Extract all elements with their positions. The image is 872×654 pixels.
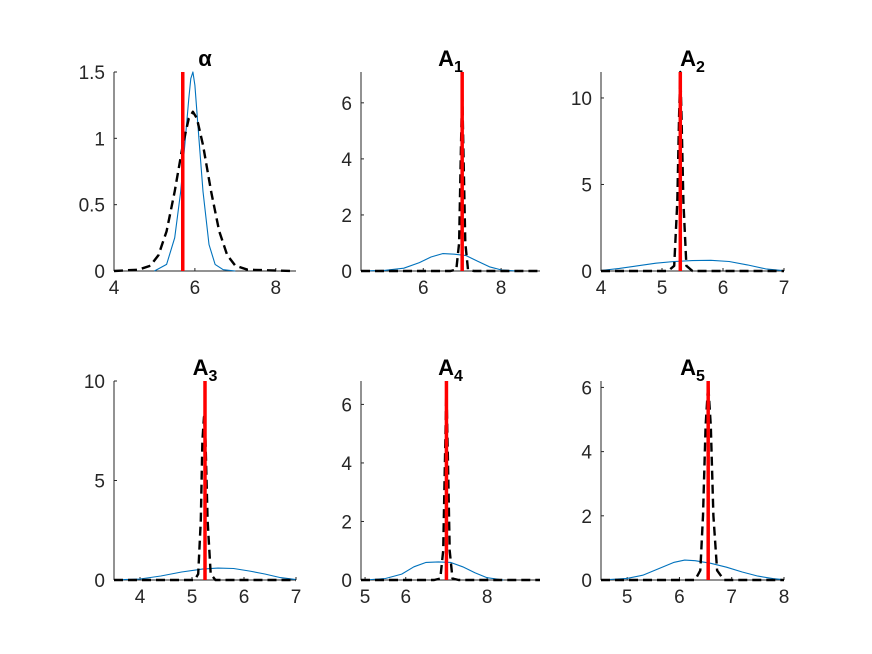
panel-3-x-tick-label: 6 bbox=[718, 278, 729, 299]
panel-5-x-tick-label: 6 bbox=[400, 587, 411, 608]
panel-5-y-tick-label: 6 bbox=[341, 395, 352, 416]
panel-5-y-tick-label: 4 bbox=[341, 454, 352, 475]
panel-4-title: A3 bbox=[193, 355, 218, 385]
panel-6-y-tick-label: 6 bbox=[581, 378, 592, 399]
panel-6-y-tick-label: 0 bbox=[581, 571, 592, 592]
panel-5-title: A4 bbox=[438, 355, 463, 385]
panel-6-y-tick-label: 4 bbox=[581, 443, 592, 464]
panel-4-x-tick-label: 4 bbox=[135, 587, 146, 608]
panel-6: 5 6 7 8 0 2 4 6 A5 bbox=[581, 355, 789, 608]
panel-1-y-tick-label: 0 bbox=[94, 262, 105, 283]
panel-5-x-tick-label: 5 bbox=[360, 587, 371, 608]
panel-3-x-tick-label: 4 bbox=[596, 278, 607, 299]
panel-5-y-tick-label: 0 bbox=[341, 571, 352, 592]
panel-1-y-tick-label: 1 bbox=[94, 129, 105, 150]
panel-3-y-tick-label: 0 bbox=[581, 262, 592, 283]
panel-3-solid-density-line bbox=[600, 259, 785, 272]
panel-5-x-tick-label: 8 bbox=[482, 587, 493, 608]
panel-6-title-subscript: 5 bbox=[696, 368, 705, 385]
panel-3-title: A2 bbox=[680, 46, 705, 76]
panel-5-solid-density-line bbox=[365, 561, 504, 581]
panel-5-dashed-density-line bbox=[361, 385, 540, 582]
panel-6-solid-density-line bbox=[600, 559, 785, 581]
panel-6-x-tick-label: 7 bbox=[726, 587, 737, 608]
panel-4-y-tick-label: 5 bbox=[94, 472, 105, 493]
panel-4-x-tick-label: 7 bbox=[291, 587, 302, 608]
panel-2-solid-density-line bbox=[360, 253, 517, 272]
panel-6-y-tick-label: 2 bbox=[581, 507, 592, 528]
panel-1-title: α bbox=[198, 46, 212, 71]
panel-6-title: A5 bbox=[680, 355, 705, 385]
panel-2: 6 8 0 2 4 6 A1 bbox=[341, 46, 540, 299]
panel-2-title-subscript: 1 bbox=[454, 59, 463, 76]
panel-2-dashed-density-line bbox=[361, 87, 540, 273]
panel-6-x-tick-label: 6 bbox=[674, 587, 685, 608]
panel-4-title-subscript: 3 bbox=[208, 368, 217, 385]
panel-4-y-tick-label: 10 bbox=[84, 372, 105, 393]
panel-1-x-tick-label: 6 bbox=[190, 278, 201, 299]
panel-1-y-tick-label: 0.5 bbox=[79, 196, 105, 217]
panel-3-x-tick-label: 5 bbox=[657, 278, 668, 299]
panel-3: 4 5 6 7 0 5 10 A2 bbox=[571, 46, 789, 299]
panel-1: 4 6 8 0 0.5 1 1.5 α bbox=[79, 46, 296, 299]
panel-6-x-tick-label: 8 bbox=[779, 587, 790, 608]
panel-2-y-tick-label: 6 bbox=[341, 94, 352, 115]
panel-2-x-tick-label: 8 bbox=[496, 278, 507, 299]
panel-3-y-tick-label: 10 bbox=[571, 89, 592, 110]
panel-5: 5 6 8 0 2 4 6 A4 bbox=[341, 355, 540, 608]
panel-3-title-subscript: 2 bbox=[696, 59, 705, 76]
panel-3-y-tick-label: 5 bbox=[581, 175, 592, 196]
panel-2-y-tick-label: 4 bbox=[341, 150, 352, 171]
panel-2-x-tick-label: 6 bbox=[418, 278, 429, 299]
panel-2-y-tick-label: 2 bbox=[341, 206, 352, 227]
panel-3-x-tick-label: 7 bbox=[779, 278, 790, 299]
panel-4-y-tick-label: 0 bbox=[94, 571, 105, 592]
panel-2-title: A1 bbox=[438, 46, 463, 76]
panel-1-x-tick-label: 4 bbox=[109, 278, 120, 299]
panel-1-y-tick-label: 1.5 bbox=[79, 63, 105, 84]
panel-5-y-tick-label: 2 bbox=[341, 512, 352, 533]
panel-5-title-subscript: 4 bbox=[454, 368, 463, 385]
panel-4-solid-density-line bbox=[113, 567, 297, 581]
panel-6-dashed-density-line bbox=[601, 383, 784, 582]
panel-4: 4 5 6 7 0 5 10 A3 bbox=[84, 355, 301, 608]
panel-4-x-tick-label: 5 bbox=[187, 587, 198, 608]
panel-1-dashed-density-line bbox=[113, 110, 293, 273]
panel-1-solid-density-line bbox=[154, 71, 236, 272]
panel-1-x-tick-label: 8 bbox=[270, 278, 281, 299]
panel-4-x-tick-label: 6 bbox=[239, 587, 250, 608]
panel-2-y-tick-label: 0 bbox=[341, 262, 352, 283]
panel-3-dashed-density-line bbox=[601, 70, 784, 273]
panel-6-x-tick-label: 5 bbox=[622, 587, 633, 608]
